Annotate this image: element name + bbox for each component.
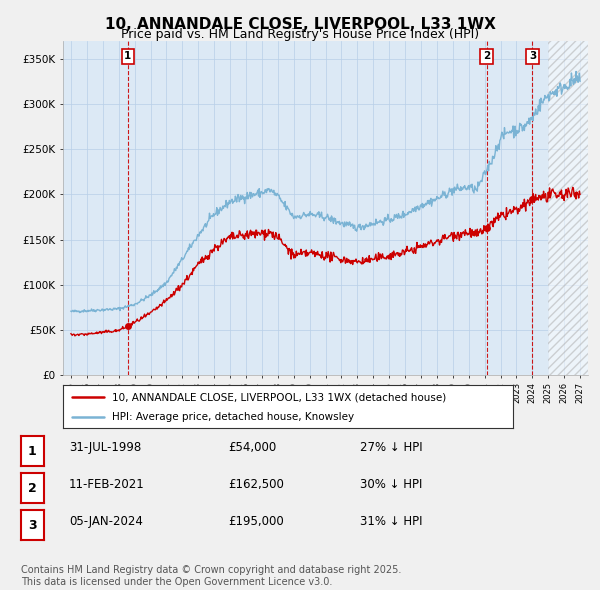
Text: 1: 1: [28, 444, 37, 458]
Text: £162,500: £162,500: [228, 478, 284, 491]
Text: 10, ANNANDALE CLOSE, LIVERPOOL, L33 1WX: 10, ANNANDALE CLOSE, LIVERPOOL, L33 1WX: [104, 17, 496, 31]
Text: HPI: Average price, detached house, Knowsley: HPI: Average price, detached house, Know…: [113, 412, 355, 422]
Text: Contains HM Land Registry data © Crown copyright and database right 2025.
This d: Contains HM Land Registry data © Crown c…: [21, 565, 401, 587]
Text: 1: 1: [124, 51, 131, 61]
Text: Price paid vs. HM Land Registry's House Price Index (HPI): Price paid vs. HM Land Registry's House …: [121, 28, 479, 41]
Text: £195,000: £195,000: [228, 515, 284, 529]
Text: 10, ANNANDALE CLOSE, LIVERPOOL, L33 1WX (detached house): 10, ANNANDALE CLOSE, LIVERPOOL, L33 1WX …: [113, 392, 447, 402]
Text: 31% ↓ HPI: 31% ↓ HPI: [360, 515, 422, 529]
Text: 11-FEB-2021: 11-FEB-2021: [69, 478, 145, 491]
Text: 31-JUL-1998: 31-JUL-1998: [69, 441, 141, 454]
Text: 05-JAN-2024: 05-JAN-2024: [69, 515, 143, 529]
Text: £54,000: £54,000: [228, 441, 276, 454]
Text: 3: 3: [28, 519, 37, 532]
Text: 3: 3: [529, 51, 536, 61]
Text: 30% ↓ HPI: 30% ↓ HPI: [360, 478, 422, 491]
Text: 2: 2: [28, 481, 37, 495]
Text: 27% ↓ HPI: 27% ↓ HPI: [360, 441, 422, 454]
Text: 2: 2: [483, 51, 490, 61]
